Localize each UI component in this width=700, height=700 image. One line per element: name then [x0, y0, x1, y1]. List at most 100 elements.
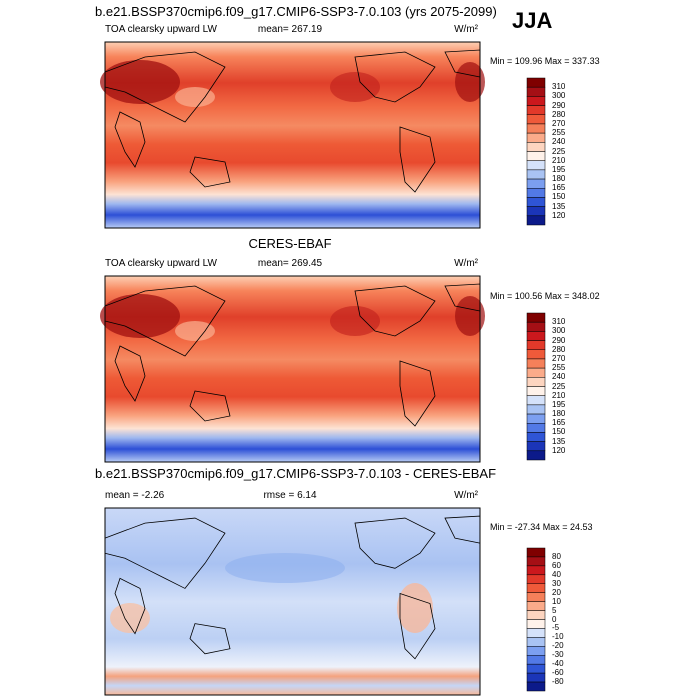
units-label: W/m² — [454, 258, 478, 269]
colorbar-box — [526, 142, 546, 152]
colorbar-label: 225 — [552, 381, 566, 391]
panel-center-label: rmse = 6.14 — [263, 490, 317, 501]
colorbar-label: -5 — [552, 623, 560, 633]
coastline — [354, 51, 436, 103]
colorbar-box — [526, 592, 546, 602]
colorbar-label: 270 — [552, 118, 566, 128]
colorbar-box — [526, 132, 546, 143]
map-frame — [104, 41, 481, 229]
colorbar-label: 210 — [552, 390, 566, 400]
panel-center-label: mean= 269.45 — [257, 258, 323, 269]
coastline — [104, 517, 226, 589]
panel-left-label: TOA clearsky upward LW — [105, 258, 217, 269]
colorbar-label: 310 — [552, 317, 566, 327]
colorbar-box — [526, 197, 546, 207]
colorbar-box — [526, 619, 546, 629]
colorbar-box — [526, 655, 546, 665]
map-coolspot — [225, 553, 345, 583]
colorbar-box — [526, 331, 546, 341]
colorbar-box — [526, 123, 546, 134]
colorbar-label: 240 — [552, 137, 566, 147]
map-warmspot — [397, 583, 433, 633]
map-warmspot — [110, 603, 150, 633]
map-hotspot — [455, 296, 485, 336]
coastline — [354, 285, 436, 337]
colorbar-label: 20 — [552, 587, 561, 597]
panel-title: b.e21.BSSP370cmip6.f09_g17.CMIP6-SSP3-7.… — [95, 4, 497, 19]
coastline — [189, 156, 231, 188]
colorbar-label: 180 — [552, 174, 566, 184]
colorbar-label: 0 — [552, 614, 557, 624]
coastline — [399, 360, 436, 427]
colorbar-box — [526, 646, 546, 656]
colorbar-label: 10 — [552, 596, 561, 606]
colorbar-box — [526, 681, 546, 692]
colorbar-label: 255 — [552, 128, 566, 138]
coastline — [399, 592, 436, 660]
colorbar-box — [526, 367, 546, 378]
colorbar-box — [526, 672, 546, 683]
colorbar-box — [526, 441, 546, 452]
colorbar-label: -30 — [552, 650, 564, 660]
colorbar-box — [526, 423, 546, 433]
min-max-label: Min = -27.34 Max = 24.53 — [490, 522, 593, 532]
coastline — [114, 111, 146, 168]
colorbar-box — [526, 547, 546, 558]
map-hotspot — [100, 60, 180, 104]
coastline — [114, 577, 146, 635]
map-hotspot — [330, 306, 380, 336]
colorbar-box — [526, 601, 546, 611]
colorbar-label: 240 — [552, 372, 566, 382]
colorbar-label: 300 — [552, 91, 566, 101]
map-hotspot — [330, 72, 380, 102]
colorbar-label: 195 — [552, 164, 566, 174]
colorbar-box — [526, 574, 546, 584]
colorbar-label: -80 — [552, 677, 564, 687]
colorbar-label: 310 — [552, 82, 566, 92]
season-label: JJA — [512, 8, 553, 33]
colorbar-label: -20 — [552, 641, 564, 651]
colorbar-label: 150 — [552, 192, 566, 202]
coastline — [354, 517, 436, 569]
colorbar-box — [526, 86, 546, 97]
map-coolspot — [175, 87, 215, 107]
colorbar-box — [526, 215, 546, 226]
colorbar-box — [526, 377, 546, 387]
colorbar-box — [526, 386, 546, 396]
colorbar-box — [526, 413, 546, 424]
units-label: W/m² — [454, 490, 478, 501]
colorbar-label: 40 — [552, 569, 561, 579]
colorbar-label: 120 — [552, 210, 566, 220]
colorbar-box — [526, 188, 546, 198]
colorbar-box — [526, 395, 546, 406]
colorbar-label: 30 — [552, 578, 561, 588]
colorbar-box — [526, 637, 546, 647]
colorbar-box — [526, 340, 546, 350]
colorbar-box — [526, 610, 546, 620]
colorbar-box — [526, 583, 546, 593]
colorbar-label: 135 — [552, 436, 566, 446]
colorbar-label: 300 — [552, 326, 566, 336]
min-max-label: Min = 109.96 Max = 337.33 — [490, 56, 600, 66]
coastline — [114, 345, 146, 402]
colorbar-box — [526, 114, 546, 125]
colorbar-box — [526, 151, 546, 161]
colorbar-label: 290 — [552, 100, 566, 110]
min-max-label: Min = 100.56 Max = 348.02 — [490, 291, 600, 301]
colorbar-box — [526, 556, 546, 567]
colorbar-label: 120 — [552, 445, 566, 455]
colorbar-box — [526, 105, 546, 115]
coastline — [189, 623, 231, 655]
colorbar-box — [526, 349, 546, 360]
colorbar-label: -60 — [552, 668, 564, 678]
colorbar-label: 280 — [552, 109, 566, 119]
colorbar-label: 270 — [552, 353, 566, 363]
colorbar-box — [526, 206, 546, 217]
colorbar-box — [526, 96, 546, 106]
colorbar-label: 180 — [552, 409, 566, 419]
colorbar-box — [526, 160, 546, 171]
colorbar-label: -40 — [552, 659, 564, 669]
colorbar-label: 290 — [552, 335, 566, 345]
panel-title: CERES-EBAF — [248, 236, 332, 251]
